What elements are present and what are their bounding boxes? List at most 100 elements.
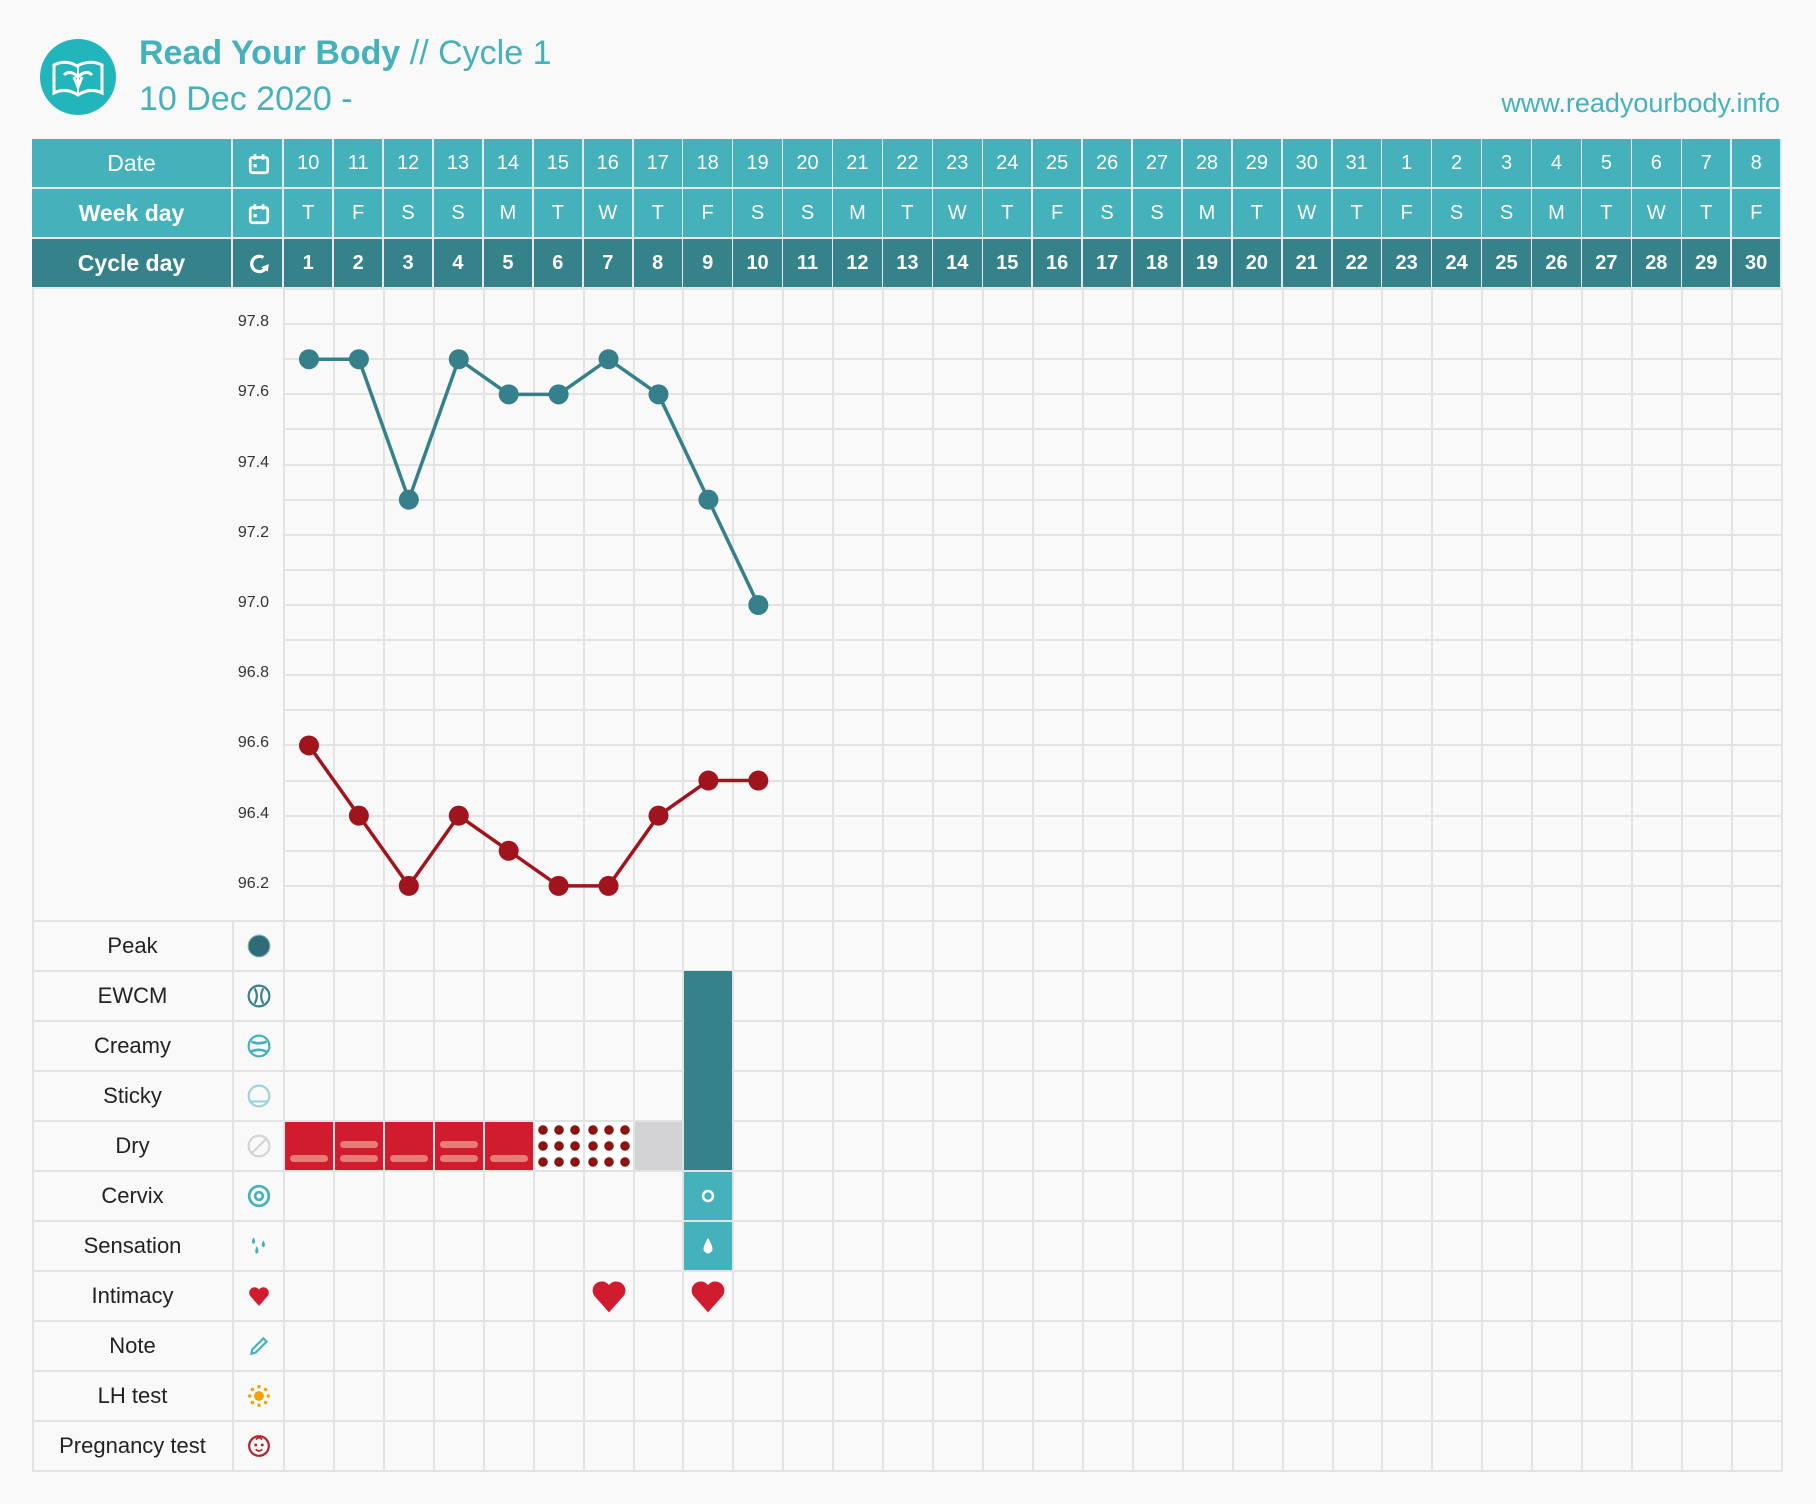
date-cell[interactable]: 7 — [1682, 139, 1733, 189]
week-day-cell[interactable]: F — [1032, 189, 1084, 239]
date-cell[interactable]: 30 — [1282, 139, 1334, 189]
cycle-day-cell[interactable]: 26 — [1532, 239, 1583, 289]
date-cell[interactable]: 23 — [933, 139, 984, 189]
spotting-cell[interactable] — [584, 1122, 633, 1170]
date-cell[interactable]: 31 — [1332, 139, 1383, 189]
week-day-cell[interactable]: T — [284, 189, 335, 239]
week-day-cell[interactable]: S — [433, 189, 485, 239]
cycle-day-cell[interactable]: 17 — [1082, 239, 1134, 289]
cycle-day-cell[interactable]: 9 — [683, 239, 734, 289]
week-day-cell[interactable]: T — [1582, 189, 1633, 239]
week-day-cell[interactable]: S — [1082, 189, 1134, 239]
cycle-day-cell[interactable]: 19 — [1182, 239, 1234, 289]
week-day-cell[interactable]: W — [1632, 189, 1683, 239]
cycle-day-cell[interactable]: 29 — [1682, 239, 1733, 289]
cycle-day-cell[interactable]: 30 — [1731, 239, 1783, 289]
week-day-cell[interactable]: T — [883, 189, 934, 239]
bleeding-light-cell[interactable] — [285, 1122, 333, 1170]
cycle-day-cell[interactable]: 15 — [983, 239, 1034, 289]
cycle-day-cell[interactable]: 11 — [783, 239, 834, 289]
cycle-day-cell[interactable]: 13 — [883, 239, 934, 289]
cycle-day-cell[interactable]: 25 — [1482, 239, 1533, 289]
week-day-cell[interactable]: T — [533, 189, 585, 239]
week-day-cell[interactable]: T — [1332, 189, 1383, 239]
week-day-cell[interactable]: S — [1432, 189, 1483, 239]
week-day-cell[interactable]: M — [1532, 189, 1583, 239]
cycle-day-cell[interactable]: 2 — [333, 239, 385, 289]
cycle-day-cell[interactable]: 5 — [483, 239, 535, 289]
date-cell[interactable]: 6 — [1632, 139, 1683, 189]
week-day-cell[interactable]: S — [1132, 189, 1184, 239]
date-cell[interactable]: 25 — [1032, 139, 1084, 189]
week-day-cell[interactable]: S — [733, 189, 784, 239]
date-cell[interactable]: 19 — [733, 139, 784, 189]
week-day-cell[interactable]: F — [333, 189, 385, 239]
week-day-cell[interactable]: T — [983, 189, 1034, 239]
cycle-day-cell[interactable]: 20 — [1232, 239, 1284, 289]
cervix-cell[interactable] — [684, 1172, 733, 1220]
week-day-cell[interactable]: T — [1682, 189, 1733, 239]
week-day-cell[interactable]: M — [833, 189, 884, 239]
date-cell[interactable]: 3 — [1482, 139, 1533, 189]
website-link[interactable]: www.readyourbody.info — [1501, 88, 1780, 118]
date-cell[interactable]: 12 — [383, 139, 435, 189]
week-day-cell[interactable]: M — [483, 189, 535, 239]
week-day-cell[interactable]: W — [583, 189, 634, 239]
cycle-day-cell[interactable]: 18 — [1132, 239, 1184, 289]
week-day-cell[interactable]: W — [1282, 189, 1334, 239]
cycle-day-cell[interactable]: 3 — [383, 239, 435, 289]
cycle-day-cell[interactable]: 4 — [433, 239, 485, 289]
date-cell[interactable]: 14 — [483, 139, 535, 189]
week-day-cell[interactable]: T — [633, 189, 684, 239]
bleeding-light-cell[interactable] — [484, 1122, 533, 1170]
date-cell[interactable]: 8 — [1731, 139, 1783, 189]
date-cell[interactable]: 5 — [1582, 139, 1633, 189]
cycle-day-cell[interactable]: 10 — [733, 239, 784, 289]
week-day-cell[interactable]: F — [683, 189, 734, 239]
cycle-day-cell[interactable]: 8 — [633, 239, 684, 289]
spotting-cell[interactable] — [534, 1122, 583, 1170]
date-cell[interactable]: 2 — [1432, 139, 1483, 189]
date-cell[interactable]: 27 — [1132, 139, 1184, 189]
week-day-cell[interactable]: S — [383, 189, 435, 239]
week-day-cell[interactable]: S — [783, 189, 834, 239]
week-day-cell[interactable]: T — [1232, 189, 1284, 239]
week-day-cell[interactable]: F — [1382, 189, 1433, 239]
date-cell[interactable]: 15 — [533, 139, 585, 189]
cycle-day-cell[interactable]: 12 — [833, 239, 884, 289]
date-cell[interactable]: 24 — [983, 139, 1034, 189]
date-cell[interactable]: 28 — [1182, 139, 1234, 189]
cycle-day-cell[interactable]: 16 — [1032, 239, 1084, 289]
date-cell[interactable]: 18 — [683, 139, 734, 189]
week-day-cell[interactable]: F — [1731, 189, 1783, 239]
date-cell[interactable]: 29 — [1232, 139, 1284, 189]
cycle-day-cell[interactable]: 1 — [284, 239, 335, 289]
ewcm-bar[interactable] — [684, 971, 733, 1170]
date-cell[interactable]: 22 — [883, 139, 934, 189]
cycle-day-cell[interactable]: 7 — [583, 239, 634, 289]
cycle-day-cell[interactable]: 24 — [1432, 239, 1483, 289]
cycle-day-cell[interactable]: 6 — [533, 239, 585, 289]
date-cell[interactable]: 17 — [633, 139, 684, 189]
cycle-day-cell[interactable]: 27 — [1582, 239, 1633, 289]
cycle-day-cell[interactable]: 14 — [933, 239, 984, 289]
bleeding-bar — [290, 1155, 328, 1162]
date-cell[interactable]: 13 — [433, 139, 485, 189]
date-cell[interactable]: 11 — [333, 139, 385, 189]
cycle-day-cell[interactable]: 21 — [1282, 239, 1334, 289]
date-cell[interactable]: 1 — [1382, 139, 1433, 189]
bleeding-light-cell[interactable] — [384, 1122, 433, 1170]
week-day-cell[interactable]: M — [1182, 189, 1234, 239]
date-cell[interactable]: 16 — [583, 139, 634, 189]
date-cell[interactable]: 10 — [284, 139, 335, 189]
week-day-cell[interactable]: W — [933, 189, 984, 239]
cycle-day-cell[interactable]: 28 — [1632, 239, 1683, 289]
cycle-day-cell[interactable]: 23 — [1382, 239, 1433, 289]
week-day-cell[interactable]: S — [1482, 189, 1533, 239]
date-cell[interactable]: 20 — [783, 139, 834, 189]
no-bleeding-cell[interactable] — [634, 1122, 683, 1170]
cycle-day-cell[interactable]: 22 — [1332, 239, 1383, 289]
date-cell[interactable]: 4 — [1532, 139, 1583, 189]
date-cell[interactable]: 26 — [1082, 139, 1134, 189]
date-cell[interactable]: 21 — [833, 139, 884, 189]
